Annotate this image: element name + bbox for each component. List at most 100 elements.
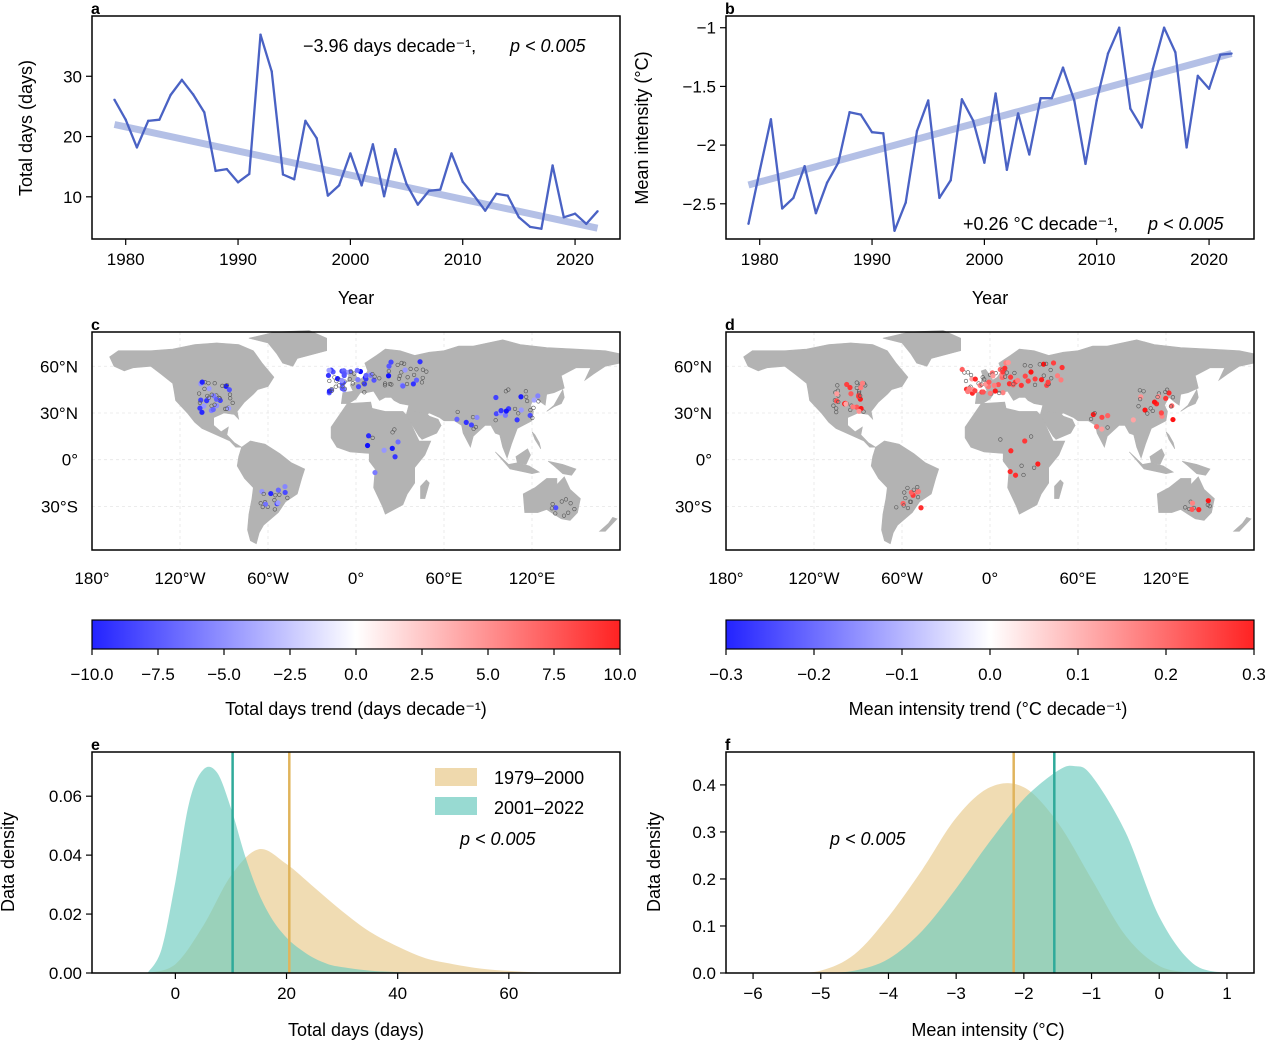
data-point-a: [146, 119, 150, 123]
map-d-frame: [725, 331, 1255, 551]
station-marker-trend: [1170, 416, 1176, 423]
panel-e: e 0 20 40 60 0.00 0.02 0.04 0.06 1979–2000 2001…: [0, 737, 621, 1040]
map-lon-label: 180°: [708, 569, 743, 588]
pvalue-b: p < 0.005: [1147, 214, 1225, 234]
station-marker-insignificant: [836, 399, 841, 405]
station-marker-trend: [410, 381, 416, 387]
station-marker-trend: [844, 381, 850, 388]
density-area-2001–2022: [820, 765, 1227, 973]
station-marker-trend: [199, 409, 205, 415]
station-marker-trend: [834, 391, 840, 397]
map-lat-label: 60°N: [674, 357, 712, 376]
colorbar-tick-label: −2.5: [273, 665, 307, 684]
station-marker-trend: [364, 442, 371, 449]
station-marker-trend: [1196, 507, 1202, 513]
station-marker-trend: [972, 376, 978, 382]
plot-f-frame: [725, 751, 1255, 974]
station-marker-insignificant: [1155, 394, 1160, 400]
station-marker-insignificant: [1092, 411, 1097, 416]
station-marker-trend: [992, 388, 998, 394]
station-marker-trend: [518, 394, 524, 400]
station-marker-trend: [1189, 500, 1196, 506]
station-marker-trend: [493, 411, 499, 417]
station-marker-insignificant: [455, 409, 460, 415]
data-point-a: [113, 98, 116, 101]
station-marker-trend: [199, 379, 205, 385]
panel-f: f −6 −5 −4 −3 −2 −1 0 1 0.0 0.1 0.2 0.3 0.4 p < 0.00…: [644, 737, 1255, 1040]
station-marker-insignificant: [404, 381, 410, 387]
data-point-a: [304, 119, 307, 123]
station-marker-trend: [1008, 448, 1014, 454]
station-marker-insignificant: [563, 497, 569, 502]
map-lon-label: 120°W: [788, 569, 839, 588]
colorbar-tick-label: −10.0: [70, 665, 113, 684]
station-marker-trend: [915, 488, 922, 495]
map-lat-label: 30°N: [40, 404, 78, 423]
data-point-b: [893, 229, 896, 232]
station-marker-insignificant: [1150, 408, 1155, 414]
station-marker-insignificant: [536, 399, 541, 404]
station-marker-insignificant: [347, 376, 352, 382]
station-marker-insignificant: [224, 382, 230, 388]
panel-letter-f: f: [725, 737, 731, 754]
station-marker-insignificant: [1170, 395, 1175, 400]
station-marker-insignificant: [402, 361, 407, 366]
station-marker-insignificant: [1163, 389, 1168, 395]
data-point-a: [248, 172, 251, 176]
station-marker-trend: [1130, 417, 1136, 423]
data-point-b: [769, 118, 773, 121]
station-marker-trend: [1138, 394, 1144, 400]
map-lon-label: 60°W: [881, 569, 923, 588]
data-point-a: [236, 181, 240, 184]
y-tick-label-a: 30: [63, 67, 82, 86]
station-marker-trend: [1105, 413, 1111, 419]
map-lon-label: 120°E: [1143, 569, 1190, 588]
station-marker-trend: [980, 389, 986, 395]
station-marker-insignificant: [1022, 363, 1027, 368]
map-lon-label: 60°E: [1059, 569, 1096, 588]
data-point-a: [169, 93, 172, 97]
station-marker-trend: [386, 363, 392, 369]
station-marker-trend: [385, 373, 392, 379]
station-marker-insignificant: [861, 409, 866, 414]
x-tick-label-f: −5: [811, 984, 830, 1003]
y-tick-label-a: 10: [63, 188, 82, 207]
station-marker-trend: [262, 501, 269, 507]
station-marker-trend: [859, 380, 866, 386]
station-marker-insignificant: [405, 375, 410, 380]
station-marker-trend: [463, 419, 469, 425]
data-point-a: [394, 147, 397, 151]
station-marker-trend: [259, 488, 265, 495]
station-marker-trend: [531, 397, 537, 403]
station-marker-insignificant: [531, 405, 536, 410]
station-marker-insignificant: [333, 384, 338, 389]
data-point-b: [1162, 26, 1166, 29]
colorbar-d: −0.3 −0.2 −0.1 0.0 0.1 0.2 0.3 Mean intensity …: [709, 619, 1266, 719]
xlabel-f: Mean intensity (°C): [911, 1020, 1064, 1040]
map-lat-label: 0°: [62, 451, 78, 470]
station-marker-trend: [502, 412, 509, 418]
land-mass: [547, 460, 577, 476]
map-lon-label: 60°W: [247, 569, 289, 588]
data-point-a: [337, 184, 341, 187]
station-marker-insignificant: [905, 505, 911, 511]
data-point-a: [158, 118, 161, 121]
station-marker-trend: [498, 408, 504, 414]
station-marker-insignificant: [963, 378, 969, 384]
land-mass: [1165, 431, 1176, 449]
land-mass: [248, 330, 328, 367]
station-marker-trend: [1166, 390, 1172, 396]
data-point-b: [1117, 26, 1121, 29]
station-marker-insignificant: [1028, 363, 1033, 369]
station-marker-trend: [1050, 360, 1057, 366]
station-marker-insignificant: [197, 400, 203, 405]
land-mass: [109, 342, 275, 448]
station-marker-insignificant: [1037, 362, 1042, 367]
colorbar-tick-label: 0.0: [978, 665, 1002, 684]
data-point-b: [960, 98, 964, 101]
station-marker-trend: [388, 359, 394, 365]
station-marker-trend: [843, 401, 849, 407]
plot-e-frame: [91, 751, 621, 974]
station-marker-insignificant: [352, 371, 357, 376]
data-point-b: [848, 111, 851, 114]
